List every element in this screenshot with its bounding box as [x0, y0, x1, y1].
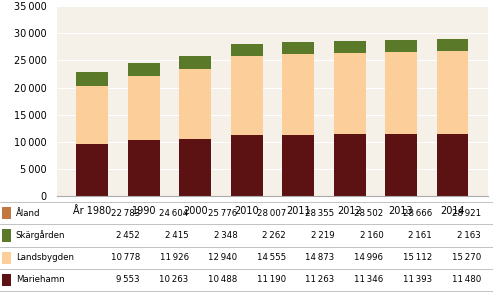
Bar: [437, 39, 468, 51]
Bar: [128, 76, 160, 140]
Text: 28 007: 28 007: [257, 209, 286, 218]
Text: 2 415: 2 415: [165, 231, 189, 240]
Bar: [385, 134, 417, 196]
Bar: [128, 63, 160, 76]
Bar: [231, 44, 263, 56]
Bar: [128, 140, 160, 196]
Text: 2 219: 2 219: [311, 231, 335, 240]
Bar: [179, 139, 211, 196]
Text: 28 921: 28 921: [452, 209, 481, 218]
Text: 14 555: 14 555: [257, 253, 286, 262]
Text: 15 270: 15 270: [452, 253, 481, 262]
Text: 28 355: 28 355: [306, 209, 335, 218]
Text: 11 393: 11 393: [403, 275, 432, 284]
Text: 2 452: 2 452: [116, 231, 140, 240]
Bar: [179, 56, 211, 69]
Text: 28 666: 28 666: [403, 209, 432, 218]
Bar: [334, 41, 365, 53]
Bar: [437, 51, 468, 134]
Bar: [76, 144, 108, 196]
Text: 10 263: 10 263: [159, 275, 189, 284]
Text: Landsbygden: Landsbygden: [16, 253, 74, 262]
Text: Åland: Åland: [16, 209, 40, 218]
Text: 11 263: 11 263: [306, 275, 335, 284]
Text: 2 262: 2 262: [262, 231, 286, 240]
Bar: [179, 69, 211, 139]
Text: Mariehamn: Mariehamn: [16, 275, 65, 284]
Bar: [76, 72, 108, 86]
Bar: [282, 42, 314, 54]
Text: 10 488: 10 488: [208, 275, 237, 284]
Text: 10 778: 10 778: [111, 253, 140, 262]
Text: 24 604: 24 604: [159, 209, 189, 218]
Text: 22 783: 22 783: [111, 209, 140, 218]
Text: 12 940: 12 940: [208, 253, 237, 262]
Text: 11 190: 11 190: [257, 275, 286, 284]
Text: 14 873: 14 873: [306, 253, 335, 262]
Text: 2 161: 2 161: [408, 231, 432, 240]
Text: 28 502: 28 502: [354, 209, 384, 218]
Text: 2 163: 2 163: [457, 231, 481, 240]
Text: 14 996: 14 996: [354, 253, 384, 262]
Text: 15 112: 15 112: [403, 253, 432, 262]
Text: 11 480: 11 480: [452, 275, 481, 284]
Text: 25 776: 25 776: [208, 209, 237, 218]
Bar: [437, 134, 468, 196]
Bar: [385, 52, 417, 134]
Bar: [385, 40, 417, 52]
Bar: [282, 135, 314, 196]
Text: 2 160: 2 160: [360, 231, 384, 240]
Text: Skärgården: Skärgården: [16, 230, 65, 240]
Text: 11 926: 11 926: [160, 253, 189, 262]
Bar: [231, 56, 263, 135]
Bar: [334, 134, 365, 196]
Text: 9 553: 9 553: [116, 275, 140, 284]
Bar: [76, 86, 108, 144]
Bar: [231, 135, 263, 196]
Text: 2 348: 2 348: [213, 231, 237, 240]
Bar: [334, 53, 365, 134]
Text: 11 346: 11 346: [354, 275, 384, 284]
Bar: [282, 54, 314, 135]
